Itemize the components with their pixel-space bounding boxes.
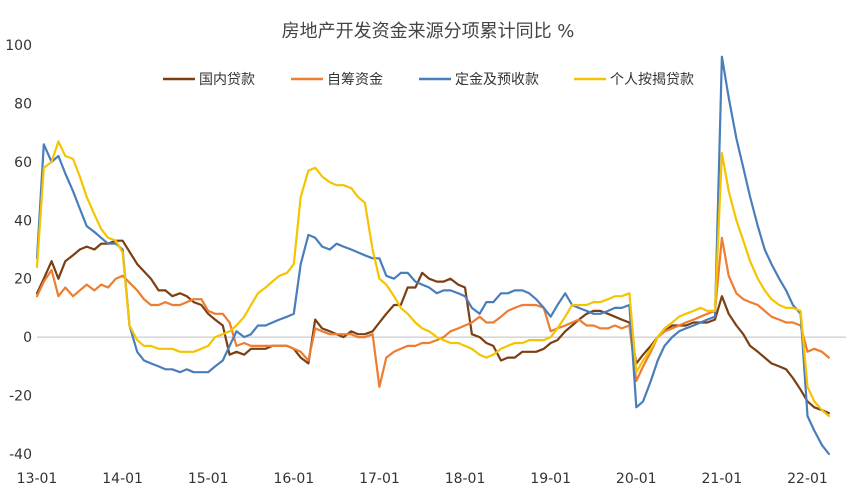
- y-tick-label: -40: [9, 447, 32, 463]
- y-tick-label: 100: [5, 38, 32, 54]
- y-tick-label: -20: [9, 389, 32, 405]
- x-tick-label: 16-01: [273, 471, 314, 487]
- x-tick-label: 14-01: [102, 471, 143, 487]
- legend-item: 自筹资金: [291, 71, 383, 88]
- x-tick-label: 19-01: [530, 471, 571, 487]
- series-group: [35, 55, 830, 456]
- x-tick-label: 20-01: [616, 471, 657, 487]
- legend-label: 定金及预收款: [455, 72, 539, 88]
- x-tick-label: 22-01: [787, 471, 828, 487]
- y-axis: 100 80 60 40 20 0 -20 -40: [5, 38, 32, 463]
- legend-item: 个人按揭贷款: [574, 72, 694, 88]
- legend-label: 国内贷款: [199, 72, 255, 88]
- series-line-1: [35, 236, 830, 388]
- x-tick-label: 13-01: [17, 471, 58, 487]
- x-axis: 13-01 14-01 15-01 16-01 17-01 18-01 19-01 20-01…: [17, 336, 846, 487]
- legend-label: 自筹资金: [327, 71, 383, 88]
- x-tick-label: 18-01: [445, 471, 486, 487]
- series-line-2: [35, 55, 830, 456]
- legend-label: 个人按揭贷款: [610, 72, 694, 88]
- y-tick-label: 0: [23, 330, 32, 346]
- y-tick-label: 20: [14, 272, 32, 288]
- legend-item: 国内贷款: [163, 72, 255, 88]
- legend: 国内贷款 自筹资金 定金及预收款 个人按揭贷款: [163, 71, 694, 88]
- y-tick-label: 60: [14, 155, 32, 171]
- y-tick-label: 40: [14, 213, 32, 229]
- x-tick-label: 17-01: [359, 471, 400, 487]
- series-line-3: [35, 140, 830, 418]
- legend-item: 定金及预收款: [419, 72, 539, 88]
- series-line-0: [35, 239, 830, 415]
- chart-title: 房地产开发资金来源分项累计同比 %: [282, 21, 575, 42]
- y-tick-label: 80: [14, 96, 32, 112]
- x-tick-label: 21-01: [702, 471, 743, 487]
- x-tick-label: 15-01: [188, 471, 229, 487]
